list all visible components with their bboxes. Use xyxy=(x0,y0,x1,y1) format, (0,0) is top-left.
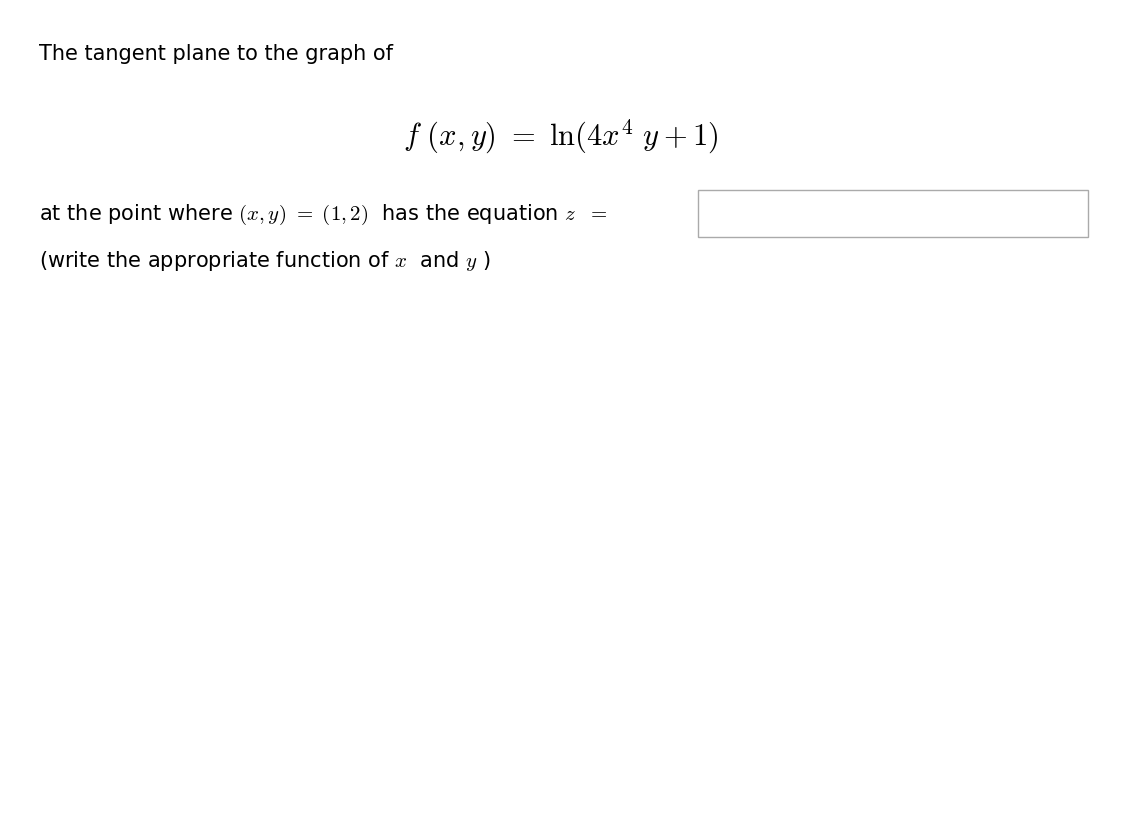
Text: (write the appropriate function of $x$  and $y$ ): (write the appropriate function of $x$ a… xyxy=(39,249,491,272)
Text: at the point where $(x, y)\ =\ (1, 2)$  has the equation $z\ \ =$: at the point where $(x, y)\ =\ (1, 2)$ h… xyxy=(39,203,608,227)
Text: $f\ (x, y)\ =\ \ln(4x^{4}\ y + 1)$: $f\ (x, y)\ =\ \ln(4x^{4}\ y + 1)$ xyxy=(403,117,719,155)
Text: The tangent plane to the graph of: The tangent plane to the graph of xyxy=(39,44,394,64)
FancyBboxPatch shape xyxy=(698,191,1088,238)
